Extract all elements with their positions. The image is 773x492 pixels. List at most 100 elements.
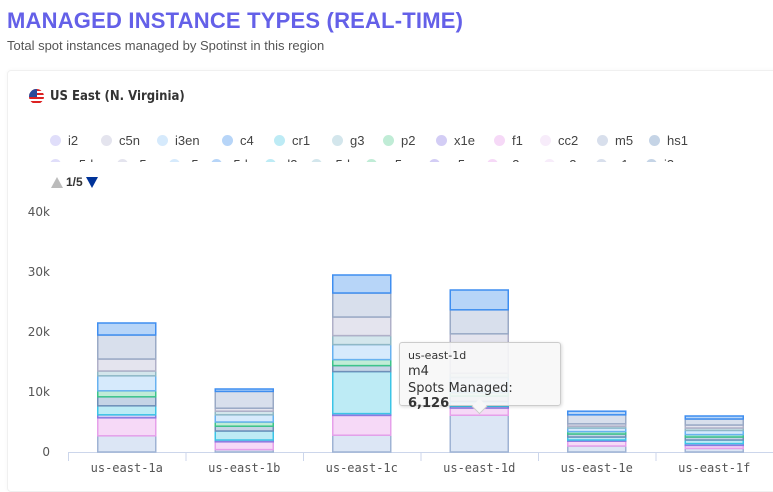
- legend-item-d2[interactable]: d2: [265, 157, 311, 163]
- x-tick-label: us-east-1d: [443, 461, 515, 475]
- bar-segment-f1[interactable]: [214, 441, 274, 451]
- legend-item-i3en[interactable]: i3en: [157, 133, 222, 148]
- legend-dot-icon: [436, 134, 447, 146]
- legend-label: c4: [240, 132, 254, 148]
- bar-segment-m5[interactable]: [332, 292, 392, 318]
- legend-label: g2: [562, 157, 576, 163]
- bar-segment-c4[interactable]: [97, 322, 157, 336]
- legend-item-g3s[interactable]: g3s: [487, 157, 544, 162]
- bar-segment-c4[interactable]: [567, 410, 627, 416]
- y-tick-label: 40k: [28, 205, 50, 219]
- bar-segment-i3en[interactable]: [214, 414, 274, 423]
- legend-label: cr1: [292, 132, 311, 148]
- legend-dot-icon: [117, 158, 128, 162]
- legend-item-c5n[interactable]: c5n: [101, 133, 157, 148]
- bar-segment-m5[interactable]: [449, 309, 509, 335]
- legend-item-m5a[interactable]: m5a: [429, 157, 487, 162]
- bar-segment-c4[interactable]: [449, 289, 509, 311]
- legend-prev-page-icon[interactable]: [51, 176, 63, 188]
- legend-item-r5a[interactable]: r5a: [117, 157, 169, 163]
- tooltip-type: m4: [408, 364, 429, 379]
- legend-item-c5d[interactable]: c5d: [311, 157, 366, 163]
- y-tick-label: 0: [42, 445, 50, 459]
- bar-segment-i3en[interactable]: [97, 375, 157, 392]
- legend-item-cr1[interactable]: cr1: [274, 133, 332, 148]
- legend-item-i2[interactable]: i2: [50, 133, 101, 148]
- legend-pager: 1/5: [51, 175, 98, 189]
- stacked-bar-chart: 0 10k 20k 30k 40k us-east-1a us-east-1b us-east…: [28, 205, 773, 475]
- bar-segment-f1[interactable]: [332, 414, 392, 436]
- legend-dot-icon: [429, 158, 440, 162]
- bar-segment-m4[interactable]: [97, 435, 157, 453]
- bar-segment-c4[interactable]: [332, 274, 392, 294]
- legend-item-i3[interactable]: i3: [646, 157, 686, 162]
- x-tick-label: us-east-1a: [91, 461, 163, 475]
- bar-segment-m4[interactable]: [449, 414, 509, 453]
- bar-segment-m4[interactable]: [567, 445, 627, 453]
- legend-dot-icon: [332, 134, 343, 146]
- legend-item-r5[interactable]: r5: [169, 157, 211, 162]
- bar-segment-c5n[interactable]: [332, 316, 392, 337]
- legend-item-c4[interactable]: c4: [222, 133, 274, 148]
- legend-dot-icon: [544, 158, 555, 162]
- legend-dot-icon: [157, 134, 168, 146]
- bar-segment-g3[interactable]: [332, 334, 392, 346]
- legend-dot-icon: [649, 134, 660, 146]
- bar-segment-cr1[interactable]: [332, 370, 392, 415]
- legend-label: r5d: [229, 157, 248, 163]
- x-tick-label: us-east-1f: [678, 461, 750, 475]
- bar-segment-c5n[interactable]: [97, 358, 157, 372]
- legend-dot-icon: [366, 158, 377, 162]
- legend-page-indicator: 1/5: [66, 175, 83, 189]
- bar-segment-c4[interactable]: [214, 388, 274, 393]
- legend-item-f1[interactable]: f1: [494, 133, 540, 148]
- bar-segment-m5[interactable]: [567, 414, 627, 425]
- legend-dot-icon: [50, 158, 61, 162]
- legend-next-page-icon[interactable]: [85, 176, 98, 188]
- legend-dot-icon: [211, 158, 222, 162]
- legend-item-a1[interactable]: a1: [596, 157, 646, 163]
- legend-label: a1: [614, 157, 628, 163]
- legend-label: f1: [512, 132, 523, 148]
- legend-item-cc2[interactable]: cc2: [540, 133, 597, 148]
- legend-item-m5n[interactable]: m5n: [366, 157, 429, 163]
- bar-segment-m5[interactable]: [214, 390, 274, 409]
- x-tick-label: us-east-1e: [561, 461, 633, 475]
- legend-label: r5a: [135, 157, 154, 163]
- legend-item-m5[interactable]: m5: [597, 133, 649, 148]
- bar-segment-c4[interactable]: [684, 415, 744, 420]
- legend-label: m5n: [384, 157, 409, 163]
- region-label: US East (N. Virginia): [29, 89, 185, 104]
- legend-dot-icon: [597, 134, 608, 146]
- legend-dot-icon: [540, 134, 551, 146]
- region-name: US East (N. Virginia): [50, 89, 185, 104]
- bar-segment-m5[interactable]: [684, 418, 744, 426]
- legend-label: i2: [68, 132, 79, 148]
- tooltip-zone: us-east-1d: [408, 349, 467, 362]
- y-tick-label: 10k: [28, 385, 50, 399]
- y-tick-label: 20k: [28, 325, 50, 339]
- legend-dot-icon: [646, 158, 657, 162]
- bar-segment-p2[interactable]: [332, 358, 392, 367]
- bar-segment-m4[interactable]: [332, 434, 392, 453]
- bar-segment-cr1[interactable]: [214, 430, 274, 441]
- legend-item-g2[interactable]: g2: [544, 157, 596, 163]
- x-tick-label: us-east-1b: [208, 461, 280, 475]
- legend-label: m5dn: [68, 157, 101, 163]
- bar-segment-m5[interactable]: [97, 334, 157, 360]
- bar-segment-hs1[interactable]: [332, 364, 392, 373]
- legend-item-hs1[interactable]: hs1: [649, 133, 701, 148]
- legend-item-x1e[interactable]: x1e: [436, 133, 494, 148]
- bar-segment-hs1[interactable]: [97, 396, 157, 407]
- legend-item-p2[interactable]: p2: [383, 133, 436, 148]
- legend-item-m5dn[interactable]: m5dn: [50, 157, 117, 163]
- legend-dot-icon: [222, 134, 233, 146]
- legend-item-r5d[interactable]: r5d: [211, 157, 265, 163]
- bar-segment-f1[interactable]: [97, 417, 157, 437]
- legend-label: d2: [283, 157, 297, 163]
- legend-label: c5d: [329, 157, 350, 163]
- bar-segment-cr1[interactable]: [97, 405, 157, 416]
- bar-segment-i3en[interactable]: [332, 343, 392, 361]
- bar-segment-p2[interactable]: [97, 390, 157, 398]
- legend-item-g3[interactable]: g3: [332, 133, 383, 148]
